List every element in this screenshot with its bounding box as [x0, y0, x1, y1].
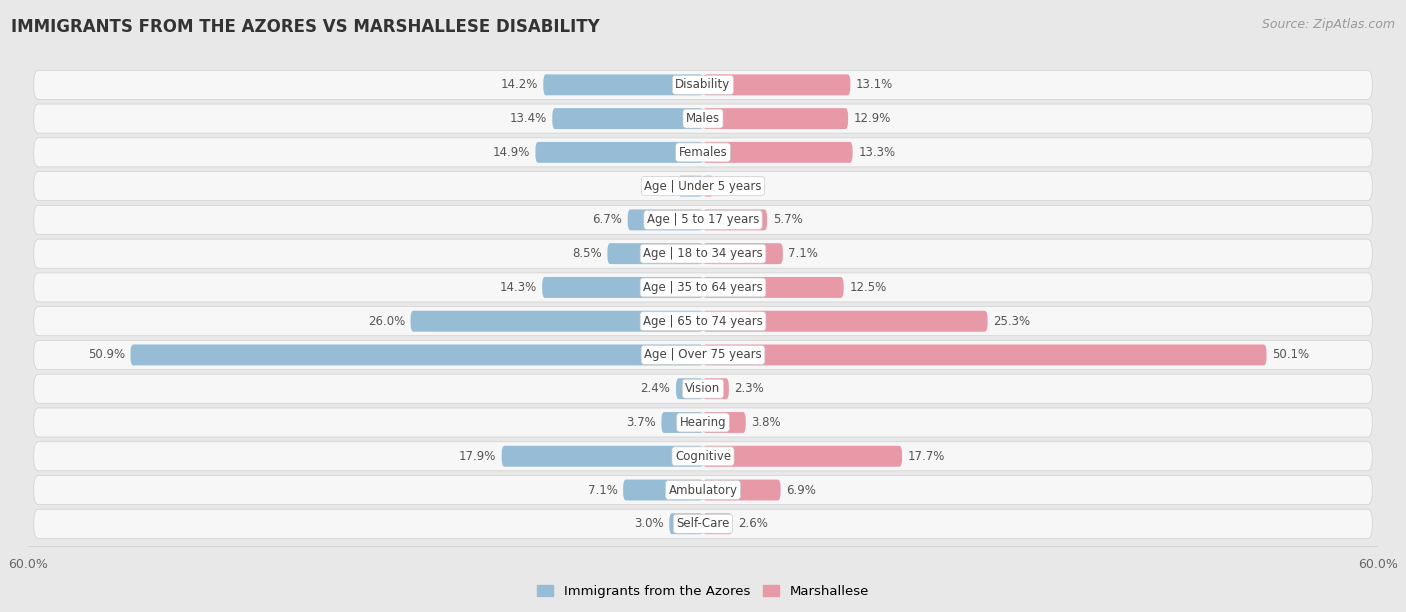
FancyBboxPatch shape — [34, 206, 1372, 234]
Text: 5.7%: 5.7% — [773, 214, 803, 226]
FancyBboxPatch shape — [34, 509, 1372, 539]
FancyBboxPatch shape — [703, 209, 768, 230]
FancyBboxPatch shape — [703, 108, 848, 129]
FancyBboxPatch shape — [34, 442, 1372, 471]
Text: 2.4%: 2.4% — [641, 382, 671, 395]
FancyBboxPatch shape — [553, 108, 703, 129]
FancyBboxPatch shape — [669, 513, 703, 534]
Text: 14.3%: 14.3% — [499, 281, 537, 294]
FancyBboxPatch shape — [34, 374, 1372, 403]
Text: 17.9%: 17.9% — [458, 450, 496, 463]
Text: 2.2%: 2.2% — [643, 180, 672, 193]
Text: 13.4%: 13.4% — [509, 112, 547, 125]
FancyBboxPatch shape — [703, 277, 844, 298]
FancyBboxPatch shape — [607, 243, 703, 264]
FancyBboxPatch shape — [676, 378, 703, 399]
Text: 0.94%: 0.94% — [720, 180, 756, 193]
FancyBboxPatch shape — [34, 70, 1372, 99]
Text: Ambulatory: Ambulatory — [668, 483, 738, 496]
FancyBboxPatch shape — [34, 476, 1372, 504]
FancyBboxPatch shape — [34, 307, 1372, 336]
Text: 8.5%: 8.5% — [572, 247, 602, 260]
FancyBboxPatch shape — [34, 104, 1372, 133]
Text: Source: ZipAtlas.com: Source: ZipAtlas.com — [1261, 18, 1395, 31]
FancyBboxPatch shape — [661, 412, 703, 433]
Text: 26.0%: 26.0% — [368, 315, 405, 327]
FancyBboxPatch shape — [703, 378, 728, 399]
Text: 7.1%: 7.1% — [789, 247, 818, 260]
FancyBboxPatch shape — [703, 480, 780, 501]
FancyBboxPatch shape — [411, 311, 703, 332]
Text: Age | Under 5 years: Age | Under 5 years — [644, 180, 762, 193]
FancyBboxPatch shape — [34, 273, 1372, 302]
Text: 3.7%: 3.7% — [626, 416, 655, 429]
FancyBboxPatch shape — [502, 446, 703, 467]
Text: 14.2%: 14.2% — [501, 78, 537, 91]
Text: 17.7%: 17.7% — [908, 450, 945, 463]
FancyBboxPatch shape — [703, 446, 903, 467]
Text: 12.9%: 12.9% — [853, 112, 891, 125]
Text: 3.0%: 3.0% — [634, 517, 664, 530]
Text: Females: Females — [679, 146, 727, 159]
Text: 12.5%: 12.5% — [849, 281, 886, 294]
FancyBboxPatch shape — [703, 243, 783, 264]
FancyBboxPatch shape — [34, 340, 1372, 370]
FancyBboxPatch shape — [703, 513, 733, 534]
Text: IMMIGRANTS FROM THE AZORES VS MARSHALLESE DISABILITY: IMMIGRANTS FROM THE AZORES VS MARSHALLES… — [11, 18, 600, 36]
Text: 3.8%: 3.8% — [751, 416, 780, 429]
Text: Cognitive: Cognitive — [675, 450, 731, 463]
FancyBboxPatch shape — [34, 408, 1372, 437]
Text: Age | 5 to 17 years: Age | 5 to 17 years — [647, 214, 759, 226]
Text: Age | 35 to 64 years: Age | 35 to 64 years — [643, 281, 763, 294]
Text: 13.3%: 13.3% — [858, 146, 896, 159]
FancyBboxPatch shape — [703, 75, 851, 95]
FancyBboxPatch shape — [703, 311, 987, 332]
FancyBboxPatch shape — [703, 176, 714, 196]
FancyBboxPatch shape — [34, 239, 1372, 268]
FancyBboxPatch shape — [703, 412, 745, 433]
Text: 50.9%: 50.9% — [87, 348, 125, 362]
Text: Age | Over 75 years: Age | Over 75 years — [644, 348, 762, 362]
FancyBboxPatch shape — [703, 345, 1267, 365]
FancyBboxPatch shape — [543, 277, 703, 298]
FancyBboxPatch shape — [543, 75, 703, 95]
Text: Males: Males — [686, 112, 720, 125]
Text: Vision: Vision — [685, 382, 721, 395]
FancyBboxPatch shape — [703, 142, 852, 163]
Text: 7.1%: 7.1% — [588, 483, 617, 496]
Text: Self-Care: Self-Care — [676, 517, 730, 530]
Text: 2.6%: 2.6% — [738, 517, 768, 530]
Text: 6.9%: 6.9% — [786, 483, 815, 496]
FancyBboxPatch shape — [34, 138, 1372, 167]
Text: 6.7%: 6.7% — [592, 214, 621, 226]
FancyBboxPatch shape — [34, 171, 1372, 201]
Text: 2.3%: 2.3% — [734, 382, 765, 395]
FancyBboxPatch shape — [536, 142, 703, 163]
FancyBboxPatch shape — [131, 345, 703, 365]
FancyBboxPatch shape — [627, 209, 703, 230]
Legend: Immigrants from the Azores, Marshallese: Immigrants from the Azores, Marshallese — [531, 580, 875, 603]
Text: 14.9%: 14.9% — [492, 146, 530, 159]
Text: Age | 65 to 74 years: Age | 65 to 74 years — [643, 315, 763, 327]
FancyBboxPatch shape — [678, 176, 703, 196]
Text: 13.1%: 13.1% — [856, 78, 893, 91]
Text: Age | 18 to 34 years: Age | 18 to 34 years — [643, 247, 763, 260]
Text: 25.3%: 25.3% — [993, 315, 1031, 327]
Text: 50.1%: 50.1% — [1272, 348, 1309, 362]
Text: Disability: Disability — [675, 78, 731, 91]
Text: Hearing: Hearing — [679, 416, 727, 429]
FancyBboxPatch shape — [623, 480, 703, 501]
